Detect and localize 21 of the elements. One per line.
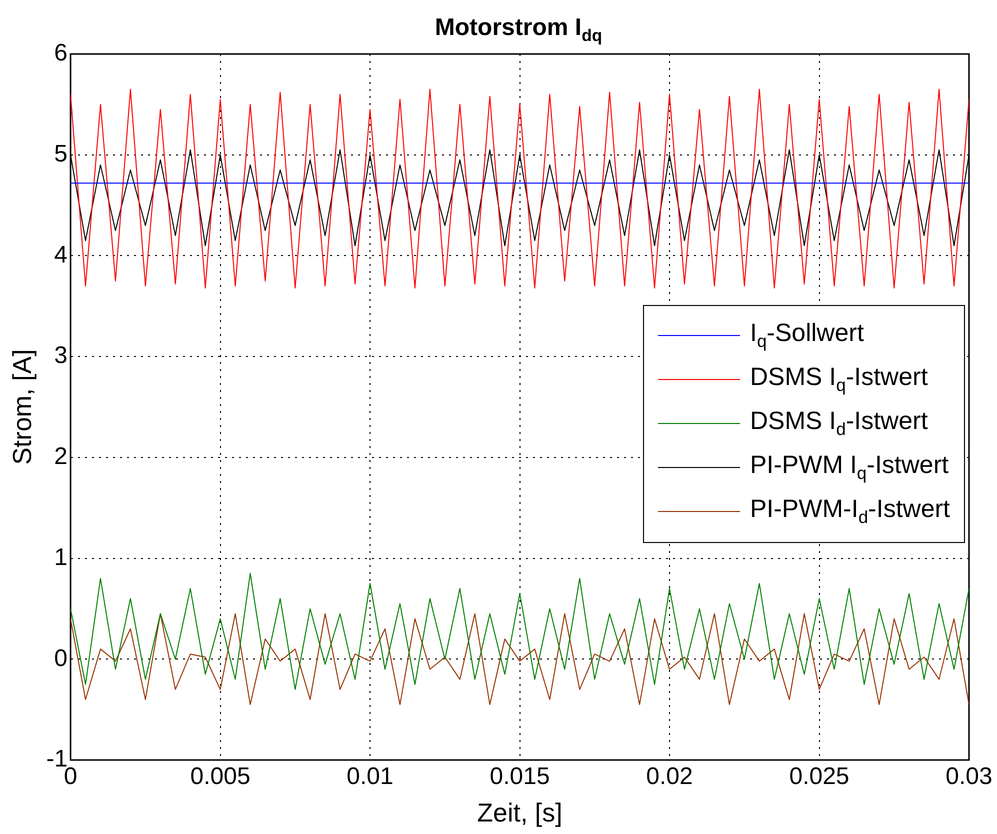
x-tick-label: 0.005	[190, 763, 250, 790]
legend-label: DSMS I$_{d}$-Istwert	[750, 407, 928, 440]
legend-label: PI-PWM I$_{q}$-Istwert	[750, 451, 949, 484]
y-axis-title: Strom, [A]	[6, 349, 37, 465]
legend-label: I$_{q}$-Sollwert	[750, 319, 864, 352]
y-tick-label: 0	[54, 644, 68, 672]
x-axis-title: Zeit, [s]	[477, 798, 562, 828]
y-tick-label: 4	[54, 241, 68, 268]
x-tick-label: 0.03	[946, 763, 992, 790]
x-tick-label: 0.015	[490, 763, 550, 790]
x-tick-label: 0.02	[646, 763, 693, 790]
y-tick-label: 1	[54, 544, 68, 571]
y-tick-label: 3	[54, 342, 68, 370]
legend-label: DSMS I$_{q}$-Istwert	[750, 363, 928, 396]
y-tick-label: 2	[54, 443, 68, 470]
y-tick-label: 5	[54, 140, 68, 168]
x-tick-label: 0.01	[346, 763, 394, 790]
y-tick-label: 6	[54, 40, 68, 67]
chart-title: Motorstrom I$_{dq}$	[434, 14, 602, 45]
x-tick-label: 0.025	[789, 763, 850, 790]
legend-label: PI-PWM-I$_{d}$-Istwert	[750, 495, 950, 528]
